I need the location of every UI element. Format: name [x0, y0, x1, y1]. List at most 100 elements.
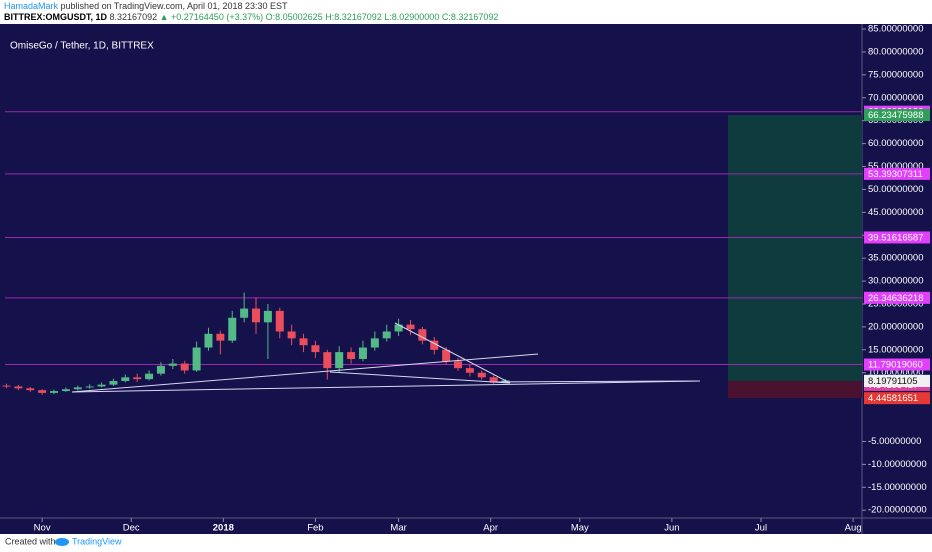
- x-tick-label: Jul: [755, 523, 767, 534]
- candle-body: [26, 388, 35, 391]
- candle-body: [180, 363, 189, 371]
- y-tick-label: 75.00000000: [868, 69, 923, 80]
- y-tick-label: 45.00000000: [868, 207, 923, 218]
- last: 8.32167092: [109, 12, 158, 22]
- symbol: BITTREX:OMGUSDT, 1D: [4, 12, 108, 22]
- footer-created: Created with: [5, 536, 56, 546]
- candle-body: [73, 387, 82, 390]
- candle-body: [216, 333, 225, 341]
- price-label: 8.19791105: [868, 376, 918, 387]
- candle-body: [204, 333, 213, 348]
- price-label-bg: [864, 374, 930, 387]
- y-tick-label: 50.00000000: [868, 184, 923, 195]
- candle-body: [442, 349, 451, 362]
- price-label-bg: [864, 167, 930, 180]
- y-tick-label: 15.00000000: [868, 344, 923, 355]
- candle-body: [133, 377, 142, 380]
- x-tick-label: Apr: [483, 523, 498, 534]
- trend-line: [329, 371, 511, 384]
- candle-body: [454, 361, 463, 369]
- candle-body: [2, 385, 11, 387]
- logo: [55, 538, 69, 546]
- candle-body: [50, 391, 59, 393]
- ohlc-low: L:8.02900000: [384, 12, 440, 22]
- price-label-bg: [864, 231, 930, 244]
- candle-body: [489, 377, 498, 382]
- candle-body: [382, 331, 391, 339]
- x-tick-label: Aug: [845, 523, 862, 534]
- y-tick-label: 25.00000000: [868, 299, 923, 310]
- author[interactable]: HamadaMark: [4, 1, 59, 11]
- price-label: 4.44581651: [868, 393, 918, 404]
- header-line-2: BITTREX:OMGUSDT, 1D 8.32167092 ▲ +0.2716…: [4, 12, 498, 22]
- ohlc-close: C:8.32167092: [441, 12, 499, 22]
- candle-body: [370, 338, 379, 348]
- candle-body: [145, 373, 154, 380]
- candle-body: [263, 310, 272, 323]
- x-tick-label: May: [571, 523, 589, 534]
- candle-body: [61, 389, 70, 392]
- ohlc-high: H:8.32167092: [325, 12, 382, 22]
- y-tick-label: 55.00000000: [868, 161, 923, 172]
- loss-zone: [728, 380, 862, 399]
- candle-body: [430, 340, 439, 350]
- trend-line: [71, 353, 539, 393]
- x-tick-label: Mar: [390, 523, 406, 534]
- candle-body: [335, 352, 344, 369]
- footer-brand[interactable]: TradingView: [72, 536, 122, 546]
- candle-body: [394, 324, 403, 332]
- trend-line: [394, 322, 511, 384]
- profit-zone: [728, 115, 862, 381]
- candle-body: [418, 329, 427, 341]
- candle-body: [358, 347, 367, 359]
- y-tick-label: -10.00000000: [868, 459, 927, 470]
- trend-line: [489, 380, 701, 383]
- price-label-bg: [864, 109, 930, 122]
- price-label: 26.34636218: [868, 293, 923, 304]
- x-tick-label: Nov: [34, 523, 51, 534]
- candle-body: [168, 363, 177, 366]
- candle-body: [275, 310, 284, 332]
- price-label-bg: [864, 358, 930, 371]
- x-tick-label: Dec: [123, 523, 140, 534]
- candle-body: [311, 345, 320, 353]
- candle-body: [465, 368, 474, 373]
- candle-body: [38, 390, 47, 393]
- candle-body: [299, 338, 308, 346]
- trend-line: [71, 380, 701, 393]
- position-tool: [728, 115, 862, 399]
- published: published on TradingView.com, April 01, …: [60, 1, 288, 11]
- y-tick-label: -20.00000000: [868, 505, 927, 516]
- candle-body: [287, 331, 296, 339]
- candle-body: [192, 347, 201, 371]
- y-tick-label: 60.00000000: [868, 138, 923, 149]
- candle-body: [347, 352, 356, 359]
- price-label-bg: [864, 291, 930, 304]
- candle-body: [240, 308, 249, 318]
- price-label-bg: [864, 392, 930, 405]
- candle-body: [228, 317, 237, 341]
- candle-body: [85, 386, 94, 388]
- chart-title: OmiseGo / Tether, 1D, BITTREX: [10, 41, 154, 52]
- x-tick-label: Feb: [307, 523, 323, 534]
- candle-body: [156, 365, 165, 374]
- candle-body: [97, 384, 106, 387]
- price-label: 11.79019060: [868, 360, 923, 371]
- change: ▲ +0.27164450 (+3.37%): [159, 12, 264, 22]
- x-tick-label: 2018: [213, 523, 234, 534]
- candle-body: [14, 386, 23, 389]
- y-tick-label: -5.00000000: [868, 436, 921, 447]
- header-line-1: HamadaMark published on TradingView.com,…: [4, 1, 288, 11]
- candle-body: [406, 324, 415, 330]
- footer: Created with TradingView: [5, 536, 122, 546]
- ohlc-open: O:8.05002625: [265, 12, 323, 22]
- candle-body: [477, 372, 486, 378]
- y-tick-label: 35.00000000: [868, 253, 923, 264]
- y-tick-label: -15.00000000: [868, 482, 927, 493]
- y-tick-label: 85.00000000: [868, 24, 923, 35]
- chart: OmiseGo / Tether, 1D, BITTREX 85.0000000…: [0, 24, 932, 534]
- y-tick-label: 70.00000000: [868, 92, 923, 103]
- price-label: 66.23475988: [868, 110, 923, 121]
- candle-body: [252, 308, 261, 323]
